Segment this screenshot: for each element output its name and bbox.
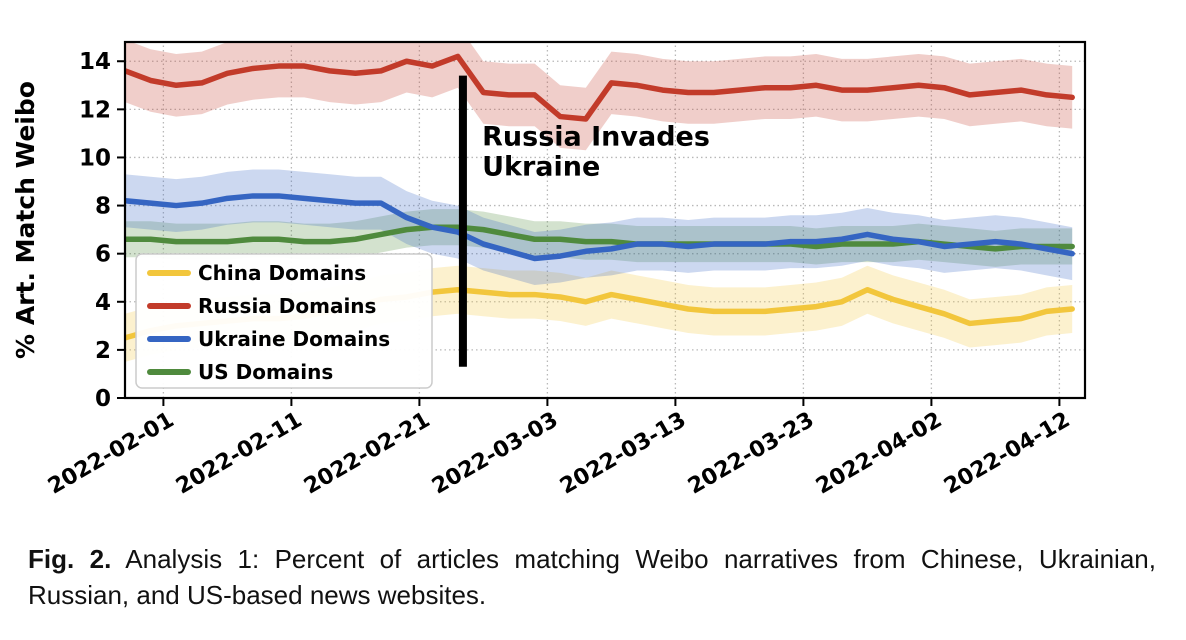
legend-box bbox=[135, 253, 433, 389]
figure-caption-label: Fig. 2. bbox=[28, 544, 112, 574]
y-tick-label: 8 bbox=[95, 194, 111, 220]
ukraine-domains-band bbox=[125, 169, 1073, 285]
y-tick-label: 14 bbox=[79, 49, 111, 75]
figure-caption: Fig. 2. Analysis 1: Percent of articles m… bbox=[28, 542, 1156, 614]
annotation-text-line1: Russia Invades bbox=[482, 121, 710, 152]
russia-domains-line bbox=[125, 53, 1075, 122]
y-tick-label: 2 bbox=[95, 338, 111, 364]
plot-border bbox=[123, 40, 1087, 400]
legend: China Domains Russia Domains Ukraine Domai… bbox=[135, 253, 433, 389]
x-tick-label: 2022-02-11 bbox=[172, 408, 306, 500]
x-tick-label: 2022-03-23 bbox=[684, 408, 818, 500]
legend-label-russia-domains: Russia Domains bbox=[198, 294, 376, 318]
y-axis-label: % Art. Match Weibo bbox=[11, 81, 40, 359]
x-tick-label: 2022-04-02 bbox=[812, 408, 946, 500]
y-tick-label: 10 bbox=[79, 145, 111, 171]
russia-domains-band bbox=[125, 42, 1073, 151]
x-tick-label: 2022-03-03 bbox=[428, 408, 562, 500]
chart-container: Russia Invades Ukraine 0 2 4 6 8 10 12 14 2022-02-… bbox=[11, 40, 1087, 500]
y-tick-label: 0 bbox=[95, 386, 111, 412]
annotation-text-line2: Ukraine bbox=[482, 152, 600, 183]
y-tick-label: 6 bbox=[95, 242, 111, 268]
legend-label-us-domains: US Domains bbox=[198, 360, 333, 384]
legend-label-china-domains: China Domains bbox=[198, 261, 366, 285]
legend-label-ukraine-domains: Ukraine Domains bbox=[198, 327, 390, 351]
x-tick-label: 2022-02-01 bbox=[44, 408, 178, 500]
y-tick-label: 12 bbox=[79, 97, 111, 123]
x-tick-label: 2022-04-12 bbox=[940, 408, 1074, 500]
figure-caption-text: Analysis 1: Percent of articles matching… bbox=[28, 544, 1156, 610]
x-tick-label: 2022-03-13 bbox=[556, 408, 690, 500]
ukraine-domains-line bbox=[125, 193, 1075, 262]
x-tick-label: 2022-02-21 bbox=[300, 408, 434, 500]
us-domains-band bbox=[125, 209, 1073, 267]
y-tick-label: 4 bbox=[95, 290, 111, 316]
